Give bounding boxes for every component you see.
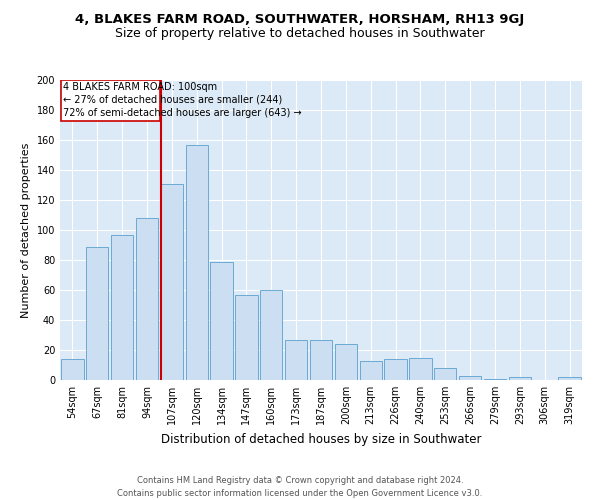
Text: Size of property relative to detached houses in Southwater: Size of property relative to detached ho… [115,28,485,40]
Bar [559,377,581,380]
Bar [185,144,208,380]
Text: Contains HM Land Registry data © Crown copyright and database right 2024.
Contai: Contains HM Land Registry data © Crown c… [118,476,482,498]
Bar [260,290,283,380]
Bar [161,184,183,380]
Bar [310,340,332,380]
Bar [136,218,158,380]
Bar [484,378,506,380]
Text: ← 27% of detached houses are smaller (244): ← 27% of detached houses are smaller (24… [63,95,283,105]
Bar [285,340,307,380]
Text: 72% of semi-detached houses are larger (643) →: 72% of semi-detached houses are larger (… [63,108,302,118]
Text: 4, BLAKES FARM ROAD, SOUTHWATER, HORSHAM, RH13 9GJ: 4, BLAKES FARM ROAD, SOUTHWATER, HORSHAM… [76,12,524,26]
Bar [409,358,431,380]
Bar [235,294,257,380]
Bar [111,234,133,380]
Bar [211,262,233,380]
Bar [359,360,382,380]
Y-axis label: Number of detached properties: Number of detached properties [21,142,31,318]
Bar [509,377,531,380]
Bar [61,80,160,120]
Bar [61,359,83,380]
Bar [385,359,407,380]
Bar [335,344,357,380]
Bar [434,368,457,380]
Bar [459,376,481,380]
Bar [86,246,109,380]
X-axis label: Distribution of detached houses by size in Southwater: Distribution of detached houses by size … [161,432,481,446]
Text: 4 BLAKES FARM ROAD: 100sqm: 4 BLAKES FARM ROAD: 100sqm [63,82,217,92]
